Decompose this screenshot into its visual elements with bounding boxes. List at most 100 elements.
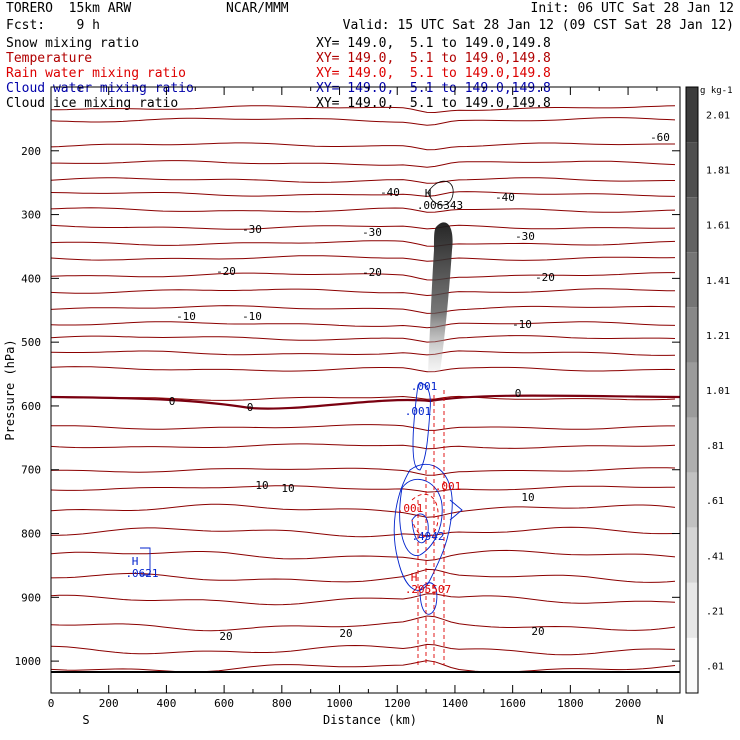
annotation-label: .001 — [397, 502, 424, 515]
north-label: N — [656, 713, 663, 727]
colorbar-tick-label: 1.81 — [706, 166, 730, 177]
colorbar-segment — [686, 637, 698, 693]
isotherm-label: -30 — [362, 226, 382, 239]
colorbar-frame — [685, 86, 699, 694]
cloud-water-contour — [419, 582, 438, 615]
isotherm-line — [50, 335, 676, 343]
x-tick-label: 200 — [99, 697, 119, 710]
cloud-ice-contour — [427, 180, 454, 206]
annotation-label: .006343 — [417, 199, 463, 212]
model-title: TORERO 15km ARW — [6, 1, 132, 16]
isotherm-label: -20 — [216, 265, 236, 278]
isotherm-label: 10 — [255, 479, 268, 492]
isotherm-line — [50, 443, 676, 450]
cloud-water-contour — [411, 513, 429, 544]
x-tick-label: 1200 — [384, 697, 411, 710]
isotherm-label: -10 — [176, 310, 196, 323]
colorbar-tick-label: .21 — [706, 606, 724, 617]
isotherm-line — [50, 643, 676, 656]
isotherm-label: -40 — [380, 186, 400, 199]
isotherm-line — [50, 568, 676, 583]
init-time: Init: 06 UTC Sat 28 Jan 12 — [530, 1, 735, 16]
field-cloud-ice: Cloud ice mixing ratio — [6, 96, 179, 111]
colorbar-tick-label: .81 — [706, 441, 724, 452]
isotherm-line — [50, 288, 676, 297]
isotherm-line — [50, 117, 676, 126]
isotherm-label: -30 — [242, 223, 262, 236]
isotherm-line — [51, 424, 675, 431]
x-tick-label: 2000 — [615, 697, 642, 710]
field-temperature: Temperature — [6, 51, 93, 66]
y-tick-label: 700 — [21, 464, 41, 477]
field-rain-xy: XY= 149.0, 5.1 to 149.0,149.8 — [316, 66, 551, 81]
isotherm-label: 20 — [339, 627, 352, 640]
x-tick-label: 600 — [214, 697, 234, 710]
isotherm-line — [50, 366, 676, 373]
plot-frame — [50, 86, 681, 694]
isotherm-line — [50, 350, 676, 356]
isotherm-line — [50, 395, 676, 401]
isotherm-label: -60 — [650, 131, 670, 144]
y-tick-label: 200 — [21, 145, 41, 158]
isotherm-line — [50, 549, 676, 562]
isotherm-label: 20 — [531, 625, 544, 638]
x-tick-label: 400 — [156, 697, 176, 710]
isotherm-label: 0 — [169, 395, 176, 408]
y-tick-label: 600 — [21, 400, 41, 413]
isotherm-line — [50, 177, 675, 184]
colorbar-unit: g kg-1 — [700, 86, 733, 96]
isotherm-line — [50, 255, 676, 262]
freezing-level-line — [50, 394, 681, 410]
field-cloud-water-xy: XY= 149.0, 5.1 to 149.0,149.8 — [316, 81, 551, 96]
annotation-label: .205507 — [405, 583, 451, 596]
isotherm-label: -30 — [515, 230, 535, 243]
annotation-label: .0621 — [125, 567, 158, 580]
y-tick-label: 800 — [21, 528, 41, 541]
colorbar-segment — [686, 582, 698, 638]
x-tick-label: 1000 — [326, 697, 353, 710]
isotherm-line — [51, 160, 676, 168]
isotherm-line — [50, 593, 676, 606]
annotation-label: H — [132, 555, 139, 568]
annotation-label: .4942 — [411, 530, 444, 543]
colorbar-segment — [686, 527, 698, 583]
field-cloud-water: Cloud water mixing ratio — [6, 81, 194, 96]
y-tick-label: 900 — [21, 591, 41, 604]
isotherm-line — [50, 272, 675, 281]
isotherm-label: -20 — [362, 266, 382, 279]
snow-plume — [428, 222, 453, 372]
isotherm-label: 10 — [281, 482, 294, 495]
field-snow-xy: XY= 149.0, 5.1 to 149.0,149.8 — [316, 36, 551, 51]
isotherm-line — [50, 485, 676, 493]
annotation-label: H — [411, 571, 418, 584]
isotherm-line — [50, 467, 676, 476]
isotherm-label: -10 — [242, 310, 262, 323]
y-tick-label: 500 — [21, 336, 41, 349]
isotherm-line — [50, 207, 676, 213]
y-tick-label: 1000 — [15, 655, 42, 668]
cloud-water-contour — [449, 499, 463, 521]
isotherm-label: 0 — [515, 387, 522, 400]
colorbar-segment — [686, 252, 698, 308]
colorbar-tick-label: .61 — [706, 496, 724, 507]
y-tick-label: 400 — [21, 272, 41, 285]
cloud-water-contour — [393, 464, 453, 591]
field-temperature-xy: XY= 149.0, 5.1 to 149.0,149.8 — [316, 51, 551, 66]
isotherm-line — [50, 321, 676, 329]
valid-time: Valid: 15 UTC Sat 28 Jan 12 (09 CST Sat … — [342, 18, 734, 33]
x-tick-label: 0 — [48, 697, 55, 710]
x-tick-label: 1600 — [499, 697, 526, 710]
isotherm-label: -40 — [495, 191, 515, 204]
isotherm-line — [50, 240, 676, 247]
annotation-label: H — [425, 187, 432, 200]
isotherm-label: -10 — [512, 318, 532, 331]
field-rain: Rain water mixing ratio — [6, 66, 187, 81]
colorbar-segment — [686, 142, 698, 198]
colorbar-segment — [686, 87, 698, 143]
field-cloud-ice-xy: XY= 149.0, 5.1 to 149.0,149.8 — [316, 96, 551, 111]
forecast-hour: Fcst: 9 h — [6, 18, 100, 33]
cloud-water-contour — [412, 383, 431, 471]
isotherm-label: 0 — [247, 401, 254, 414]
field-snow: Snow mixing ratio — [6, 36, 140, 51]
